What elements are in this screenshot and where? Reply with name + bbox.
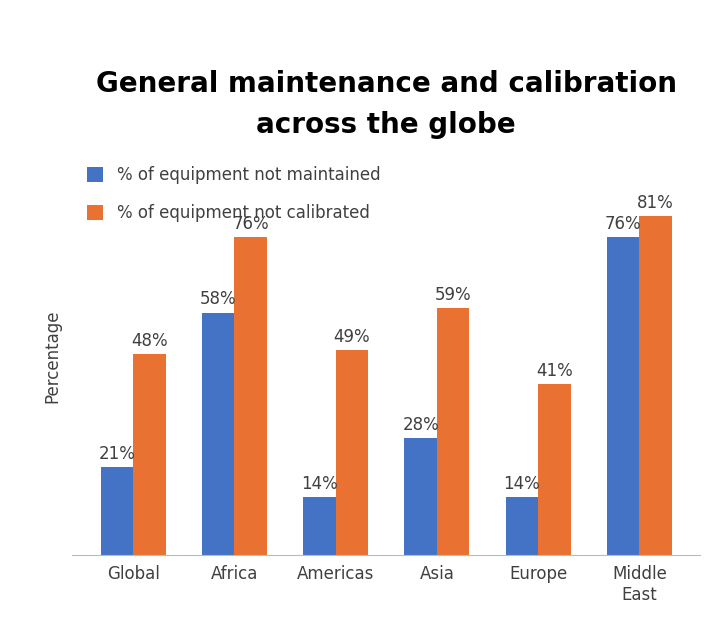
Text: 14%: 14% [503, 475, 540, 493]
Bar [336, 350, 368, 555]
Text: 41%: 41% [536, 362, 573, 379]
Text: 76%: 76% [232, 215, 269, 233]
Text: 59%: 59% [435, 286, 471, 304]
Text: 48%: 48% [131, 333, 168, 350]
Text: 14%: 14% [301, 475, 338, 493]
Bar [437, 309, 469, 555]
Text: 49%: 49% [334, 328, 370, 346]
Bar [202, 312, 235, 555]
Title: General maintenance and calibration
across the globe: General maintenance and calibration acro… [96, 69, 677, 139]
Text: 76%: 76% [605, 215, 642, 233]
Text: 58%: 58% [200, 290, 237, 309]
Text: 21%: 21% [98, 445, 136, 463]
Bar [505, 497, 538, 555]
Bar [303, 497, 336, 555]
Bar [640, 216, 671, 555]
Bar [538, 384, 570, 555]
Legend: % of equipment not maintained, % of equipment not calibrated: % of equipment not maintained, % of equi… [87, 166, 380, 222]
Y-axis label: Percentage: Percentage [43, 310, 61, 403]
Bar [607, 237, 640, 555]
Text: 28%: 28% [402, 416, 439, 434]
Text: 81%: 81% [638, 194, 674, 212]
Bar [404, 438, 437, 555]
Bar [133, 355, 165, 555]
Bar [101, 468, 133, 555]
Bar [235, 237, 267, 555]
